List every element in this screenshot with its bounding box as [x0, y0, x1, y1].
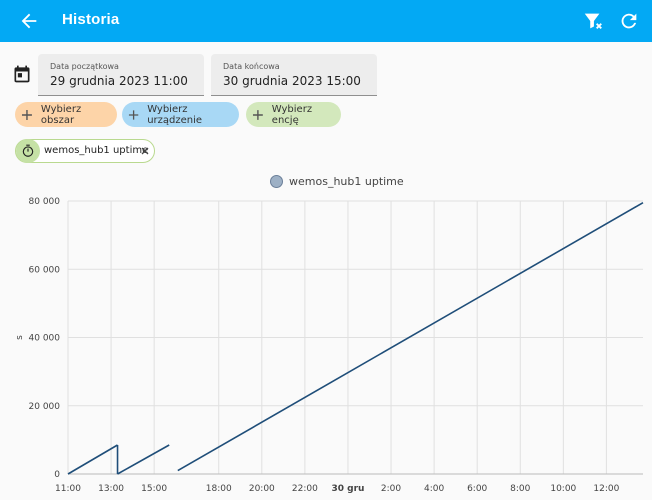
x-tick-label: 8:00: [510, 484, 530, 494]
selected-entity-chip: wemos_hub1 uptime: [15, 139, 155, 163]
legend-label: wemos_hub1 uptime: [289, 175, 404, 188]
end-date-field[interactable]: Data końcowa 30 grudnia 2023 15:00: [211, 54, 377, 96]
pick-area-chip[interactable]: Wybierz obszar: [15, 102, 117, 127]
x-tick-label: 15:00: [141, 484, 167, 494]
plus-icon: [21, 109, 32, 120]
end-date-label: Data końcowa: [223, 62, 280, 71]
x-tick-label: 20:00: [249, 484, 275, 494]
pick-area-label: Wybierz obszar: [40, 103, 82, 126]
filter-remove-icon[interactable]: [582, 10, 604, 32]
pick-device-label: Wybierz urządzenie: [147, 103, 203, 126]
y-tick-label: 60 000: [29, 265, 61, 275]
start-date-label: Data początkowa: [50, 62, 119, 71]
arrow-left-icon[interactable]: [18, 10, 40, 32]
calendar-icon: [14, 65, 30, 83]
refresh-icon[interactable]: [618, 10, 640, 32]
close-icon[interactable]: [140, 146, 150, 156]
x-tick-label: 12:00: [593, 484, 619, 494]
start-date-field[interactable]: Data początkowa 29 grudnia 2023 11:00: [38, 54, 204, 96]
y-tick-label: 80 000: [29, 197, 61, 207]
app-header: Historia: [0, 0, 652, 42]
x-tick-label: 4:00: [424, 484, 444, 494]
x-tick-label: 2:00: [381, 484, 401, 494]
pick-entity-label: Wybierz encję: [271, 103, 313, 126]
start-date-value: 29 grudnia 2023 11:00: [50, 74, 188, 88]
page-title: Historia: [62, 11, 120, 28]
series-line: [67, 444, 118, 475]
y-tick-label: 0: [54, 470, 60, 480]
chart-legend[interactable]: wemos_hub1 uptime: [270, 175, 404, 188]
end-date-value: 30 grudnia 2023 15:00: [223, 74, 361, 88]
legend-swatch: [270, 175, 283, 188]
x-tick-label: 10:00: [550, 484, 576, 494]
x-tick-label: 18:00: [206, 484, 232, 494]
pick-device-chip[interactable]: Wybierz urządzenie: [122, 102, 239, 127]
y-tick-label: 40 000: [29, 334, 61, 344]
x-tick-label: 13:00: [98, 484, 124, 494]
series-line: [177, 202, 644, 472]
x-tick-label: 11:00: [55, 484, 81, 494]
selected-entity-label: wemos_hub1 uptime: [44, 145, 149, 156]
plus-icon: [252, 109, 263, 120]
history-chart: 0 20 000 40 000 60 000 80 000 11:00 13:00 15:00…: [15, 197, 644, 494]
plus-icon: [128, 109, 139, 120]
y-tick-label: 20 000: [29, 402, 61, 412]
x-tick-label: 30 gru: [331, 484, 364, 494]
timer-icon: [16, 139, 40, 163]
series-line: [117, 444, 170, 475]
pick-entity-chip[interactable]: Wybierz encję: [246, 102, 341, 127]
x-tick-label: 22:00: [292, 484, 318, 494]
y-axis-label: s: [15, 335, 25, 340]
x-tick-label: 6:00: [467, 484, 487, 494]
